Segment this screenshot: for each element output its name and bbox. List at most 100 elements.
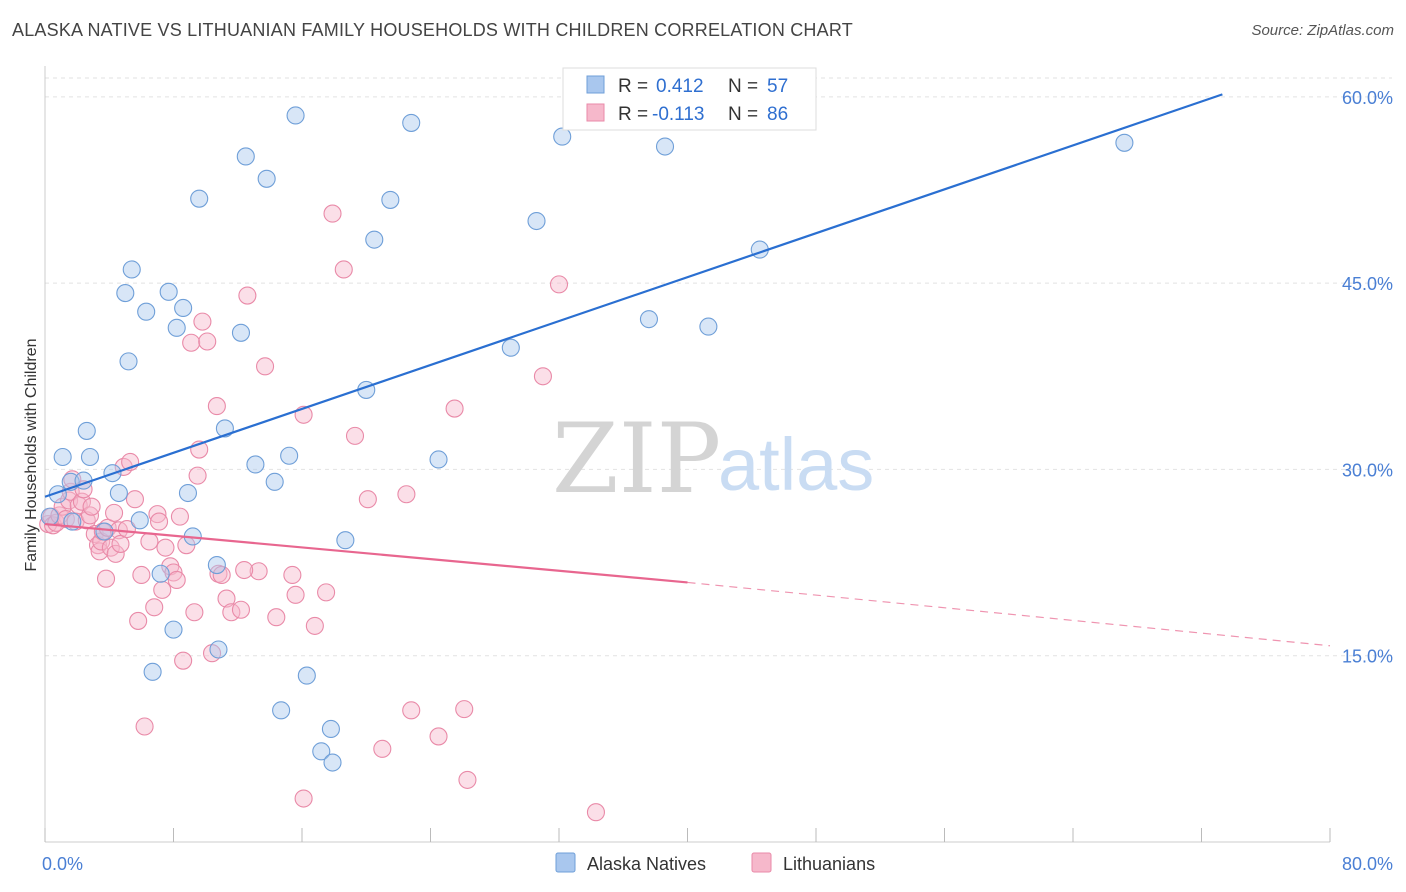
tick-labels: 15.0% 30.0% 45.0% 60.0% 0.0% 80.0% <box>42 88 1393 874</box>
data-point-alaska-natives <box>167 318 186 337</box>
data-point-lithuanians <box>135 717 154 736</box>
data-point-alaska-natives <box>321 719 340 739</box>
data-point-alaska-natives <box>164 620 183 639</box>
y-tick-label: 45.0% <box>1342 274 1393 294</box>
data-point-alaska-natives <box>312 742 331 761</box>
data-point-alaska-natives <box>265 472 284 491</box>
data-point-lithuanians <box>149 512 169 531</box>
series-lithuanians-points <box>39 204 605 822</box>
trend-lines <box>44 93 1331 647</box>
y-axis-label: Family Households with Children <box>23 339 40 572</box>
data-point-lithuanians <box>458 770 477 789</box>
data-point-lithuanians <box>153 580 172 599</box>
legend-r-value: 0.412 <box>656 76 704 97</box>
data-point-alaska-natives <box>174 298 193 318</box>
data-point-lithuanians <box>185 603 204 622</box>
data-point-lithuanians <box>193 312 212 331</box>
data-point-lithuanians <box>170 507 189 526</box>
data-point-lithuanians <box>334 260 353 279</box>
data-point-lithuanians <box>256 357 275 376</box>
data-point-alaska-natives <box>231 323 251 342</box>
data-point-alaska-natives <box>40 507 59 526</box>
data-point-alaska-natives <box>272 701 291 720</box>
chart-title: ALASKA NATIVE VS LITHUANIAN FAMILY HOUSE… <box>12 20 853 40</box>
data-point-alaska-natives <box>365 230 384 249</box>
data-point-alaska-natives <box>257 169 276 188</box>
data-point-lithuanians <box>125 490 144 509</box>
legend-r-label: R = <box>618 104 648 125</box>
axes <box>44 66 1331 843</box>
data-point-lithuanians <box>373 739 392 758</box>
legend-n-label: N = <box>728 104 758 125</box>
data-point-alaska-natives <box>402 113 421 132</box>
data-point-lithuanians <box>429 727 448 746</box>
data-point-alaska-natives <box>53 447 72 467</box>
legend-box <box>562 67 817 131</box>
data-point-lithuanians <box>182 333 201 352</box>
data-point-lithuanians <box>167 570 186 590</box>
legend-n-value: 86 <box>767 104 788 125</box>
data-point-alaska-natives <box>77 421 96 440</box>
data-point-alaska-natives <box>95 522 114 541</box>
data-point-lithuanians <box>106 544 125 563</box>
data-point-alaska-natives <box>639 310 659 329</box>
data-point-lithuanians <box>397 485 416 504</box>
watermark-zip: ZIP <box>552 403 721 515</box>
series-alaska-natives-points <box>40 106 1134 772</box>
data-point-alaska-natives <box>137 302 156 321</box>
data-point-lithuanians <box>238 286 257 305</box>
data-point-lithuanians <box>117 519 136 539</box>
data-point-alaska-natives <box>143 662 162 681</box>
data-point-lithuanians <box>445 399 464 418</box>
data-point-lithuanians <box>198 332 217 351</box>
data-point-lithuanians <box>305 616 324 635</box>
data-point-alaska-natives <box>381 190 400 209</box>
data-point-alaska-natives <box>336 531 355 550</box>
data-point-alaska-natives <box>159 282 178 301</box>
data-point-lithuanians <box>323 204 342 223</box>
data-point-alaska-natives <box>429 450 448 469</box>
y-tick-label: 60.0% <box>1342 88 1393 108</box>
data-point-alaska-natives <box>116 284 135 303</box>
legend-n-value: 57 <box>767 76 788 97</box>
data-point-alaska-natives <box>119 352 138 371</box>
legend-swatch-alaska-natives <box>586 75 605 94</box>
legend-r-value: -0.113 <box>652 104 704 125</box>
data-point-lithuanians <box>111 534 130 553</box>
data-point-lithuanians <box>140 532 159 551</box>
y-tick-label: 15.0% <box>1342 647 1393 667</box>
data-point-lithuanians <box>96 569 116 588</box>
data-point-alaska-natives <box>209 640 228 659</box>
data-point-alaska-natives <box>190 189 209 208</box>
bottom-legend-swatch-alaska-natives <box>555 852 576 873</box>
data-point-lithuanians <box>174 651 193 670</box>
data-point-lithuanians <box>132 565 151 585</box>
data-point-alaska-natives <box>130 511 149 530</box>
data-point-alaska-natives <box>122 260 141 279</box>
data-point-lithuanians <box>148 505 167 524</box>
data-point-alaska-natives <box>236 147 255 166</box>
bottom-legend: Alaska Natives Lithuanians <box>555 852 875 874</box>
data-point-lithuanians <box>402 701 421 720</box>
data-point-lithuanians <box>549 275 569 294</box>
data-point-lithuanians <box>235 560 254 580</box>
data-point-lithuanians <box>217 589 236 608</box>
data-point-lithuanians <box>101 538 120 557</box>
data-point-alaska-natives <box>297 666 316 685</box>
data-point-alaska-natives <box>151 564 170 583</box>
trend-line-alaska-natives <box>44 93 1223 498</box>
data-point-lithuanians <box>283 565 302 585</box>
trend-line-lithuanians <box>44 522 688 584</box>
data-point-alaska-natives <box>527 211 546 231</box>
bottom-legend-label: Alaska Natives <box>587 854 706 874</box>
legend-swatch-lithuanians <box>586 103 605 122</box>
data-point-alaska-natives <box>178 483 198 503</box>
data-point-lithuanians <box>105 503 124 522</box>
bottom-legend-swatch-lithuanians <box>751 852 772 873</box>
data-point-lithuanians <box>231 600 251 619</box>
bottom-legend-label: Lithuanians <box>783 854 875 874</box>
data-point-alaska-natives <box>109 483 128 503</box>
data-point-lithuanians <box>249 562 268 581</box>
data-point-alaska-natives <box>1115 133 1134 152</box>
data-point-lithuanians <box>145 598 164 617</box>
